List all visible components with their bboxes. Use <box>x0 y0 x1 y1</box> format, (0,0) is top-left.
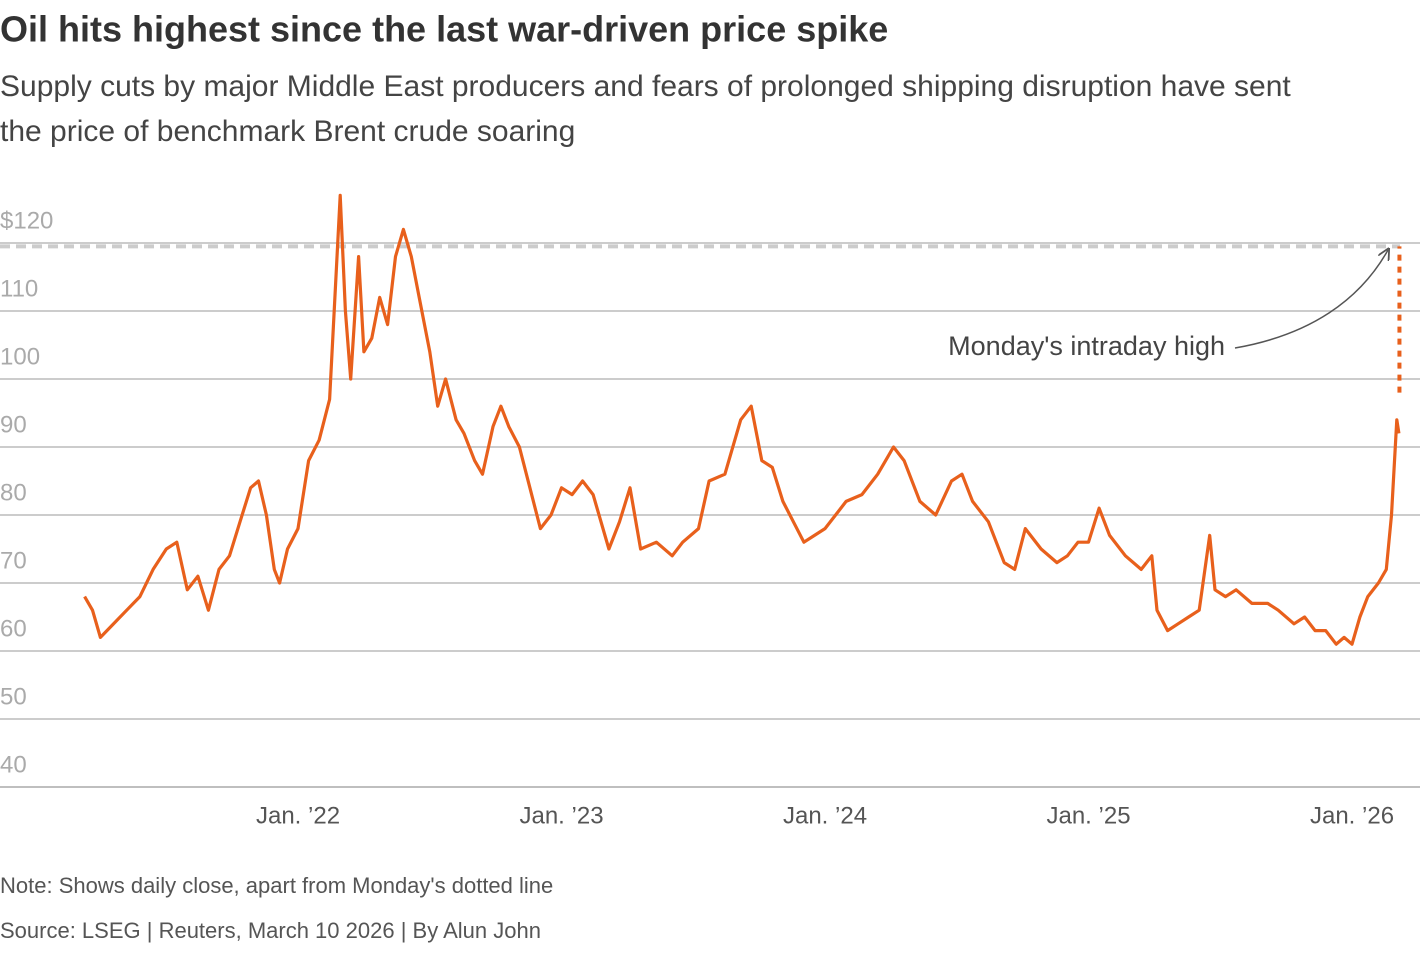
y-tick-label: 100 <box>0 343 40 370</box>
y-tick-label: 110 <box>0 275 38 302</box>
source: Source: LSEG | Reuters, March 10 2026 | … <box>0 918 541 943</box>
annotation-arrow <box>1234 250 1388 349</box>
y-tick-label: $120 <box>0 207 53 234</box>
y-tick-label: 40 <box>0 751 27 778</box>
plot-area: $120 110 100 90 80 70 60 50 40 Jan. ’22 Jan. ’23 Ja… <box>0 193 1420 829</box>
y-tick-label: 90 <box>0 411 27 438</box>
x-tick-label: Jan. ’23 <box>519 802 603 829</box>
chart-title: Oil hits highest since the last war-driv… <box>0 9 888 50</box>
x-tick-label: Jan. ’24 <box>783 802 867 829</box>
x-tick-label: Jan. ’26 <box>1310 802 1394 829</box>
price-line <box>83 193 1401 646</box>
y-tick-label: 50 <box>0 683 27 710</box>
annotation: Monday's intraday high <box>948 331 1225 361</box>
y-tick-label: 60 <box>0 615 27 642</box>
x-tick-label: Jan. ’25 <box>1046 802 1130 829</box>
subtitle: Supply cuts by major Middle East produce… <box>0 70 1291 103</box>
x-tick-label: Jan. ’22 <box>256 802 340 829</box>
subtitle: the price of benchmark Brent crude soari… <box>0 115 575 148</box>
y-tick-label: 80 <box>0 479 27 506</box>
note: Note: Shows daily close, apart from Mond… <box>0 873 553 898</box>
y-tick-label: 70 <box>0 547 27 574</box>
